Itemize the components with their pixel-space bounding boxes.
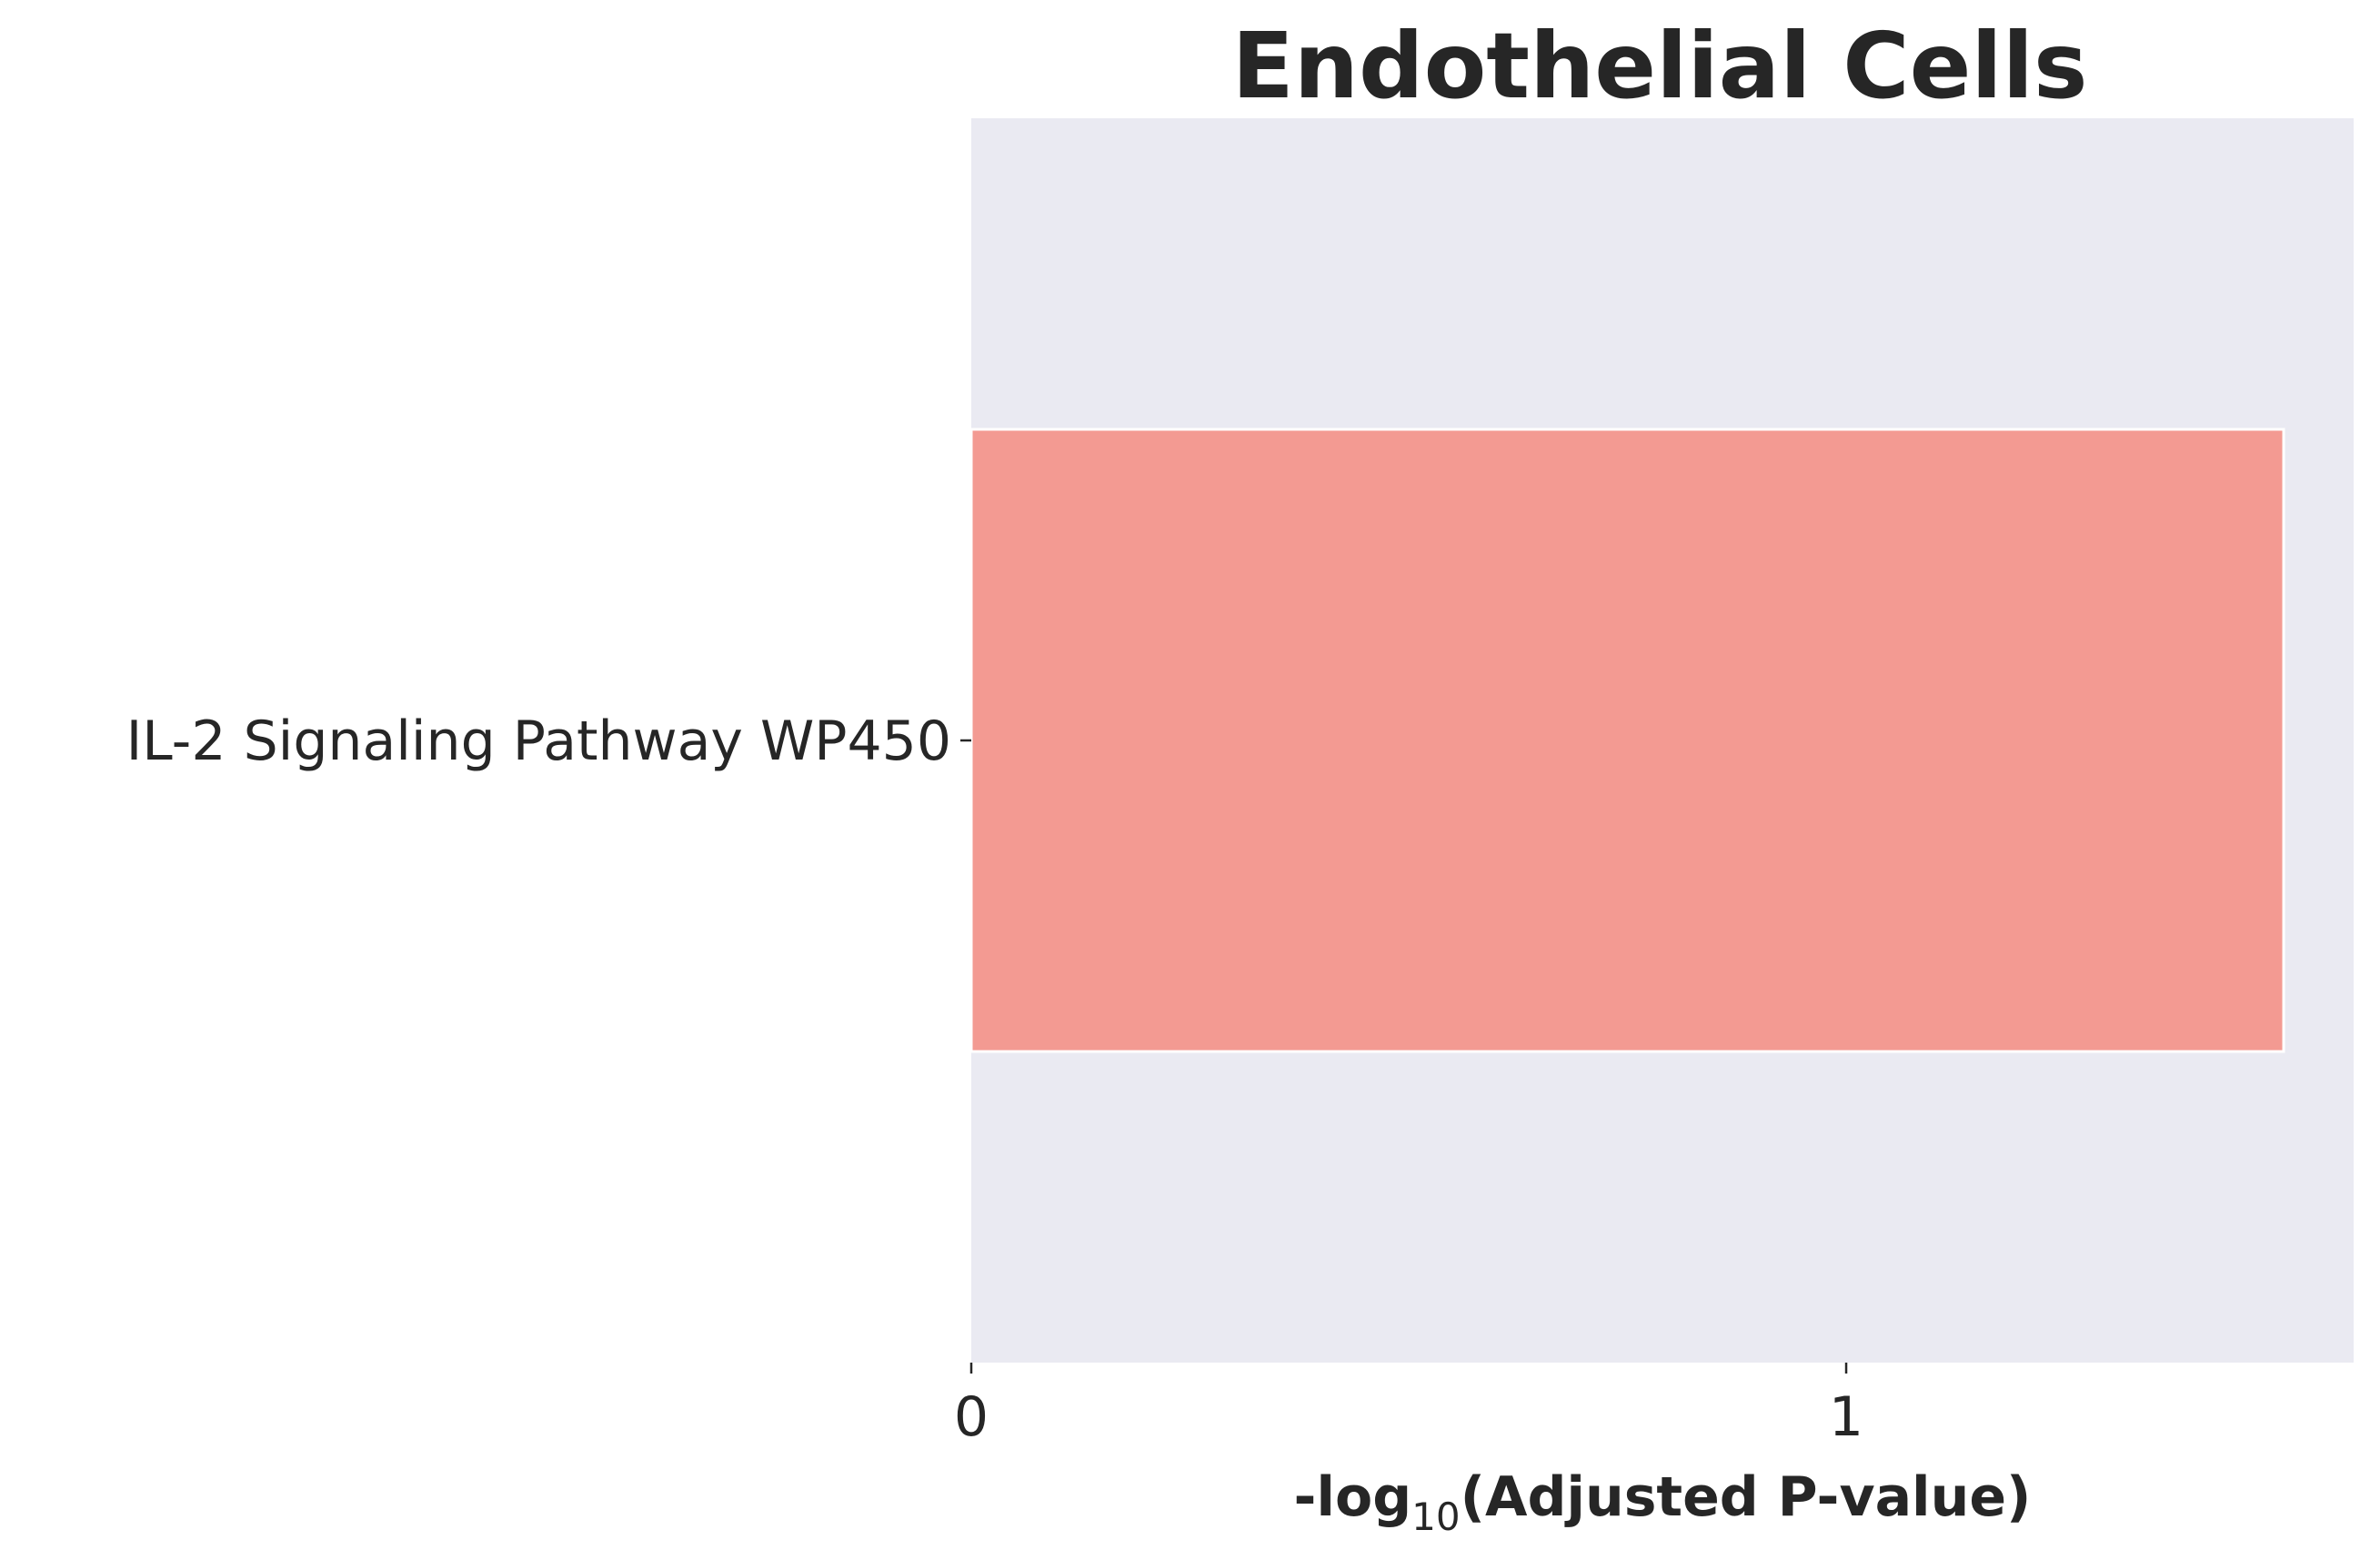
x-axis-label-prefix: -log bbox=[1294, 1465, 1412, 1529]
x-axis-label-suffix: (Adjusted P-value) bbox=[1461, 1465, 2032, 1529]
y-axis: IL-2 Signaling Pathway WP450 bbox=[126, 710, 971, 773]
x-axis-label: -log10(Adjusted P-value) bbox=[1294, 1465, 2032, 1539]
bars-layer bbox=[969, 428, 2285, 1053]
x-tick-label: 1 bbox=[1829, 1385, 1863, 1449]
x-axis-label-subscript: 10 bbox=[1411, 1495, 1460, 1539]
x-tick-label: 0 bbox=[954, 1385, 989, 1449]
y-tick-label: IL-2 Signaling Pathway WP450 bbox=[126, 710, 951, 773]
chart-title: Endothelial Cells bbox=[1231, 13, 2087, 119]
bar bbox=[969, 428, 2285, 1053]
